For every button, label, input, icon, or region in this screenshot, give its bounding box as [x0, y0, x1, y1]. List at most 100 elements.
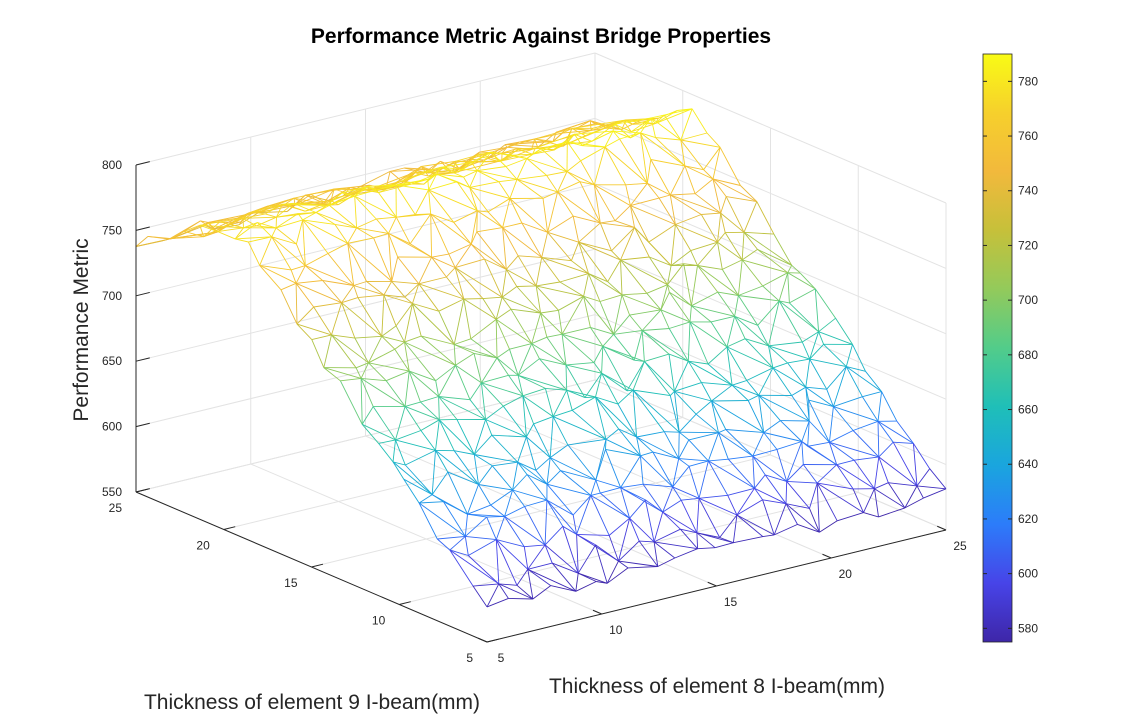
mesh-edge — [512, 462, 519, 491]
mesh-edge — [524, 499, 548, 507]
mesh-edge — [595, 544, 619, 562]
mesh-edge — [565, 364, 568, 391]
mesh-edge — [602, 346, 628, 392]
mesh-edge — [679, 431, 719, 434]
mesh-edge — [754, 474, 766, 489]
mesh-edge — [923, 488, 947, 499]
mesh-edge — [787, 362, 807, 388]
colorbar-tick-label: 700 — [1018, 293, 1038, 307]
mesh-edge — [498, 583, 518, 586]
colorbar-tick-label: 660 — [1018, 403, 1038, 417]
mesh-edge — [673, 391, 680, 433]
mesh-edge — [787, 358, 810, 364]
mesh-edge — [621, 292, 647, 296]
mesh-edge — [404, 341, 456, 366]
mesh-edge — [678, 458, 690, 467]
mesh-edge — [470, 338, 498, 359]
mesh-edge — [408, 370, 439, 397]
mesh-edge — [575, 573, 579, 592]
mesh-edge — [672, 458, 680, 487]
mesh-edge — [540, 309, 559, 314]
mesh-edge — [498, 154, 513, 162]
mesh-edge — [572, 495, 592, 516]
mesh-edge — [662, 511, 681, 530]
mesh-edge — [562, 525, 577, 535]
mesh-edge — [453, 298, 465, 345]
mesh-edge — [710, 315, 735, 323]
mesh-edge — [757, 300, 780, 326]
mesh-edge — [354, 189, 377, 197]
mesh-edge — [574, 130, 614, 135]
mesh-edge — [809, 482, 818, 509]
mesh-edge — [481, 382, 524, 397]
mesh-edge — [502, 222, 523, 229]
z-tick-mark — [135, 161, 150, 166]
mesh-edge — [454, 243, 472, 268]
mesh-edge — [648, 224, 676, 243]
mesh-edge — [560, 470, 592, 496]
mesh-edge — [874, 456, 880, 489]
mesh-edge — [547, 215, 574, 233]
mesh-edge — [498, 583, 509, 599]
mesh-edge — [590, 479, 597, 496]
mesh-edge — [313, 302, 342, 308]
mesh-edge — [311, 339, 325, 368]
mesh-edge — [720, 212, 726, 233]
mesh-edge — [331, 334, 369, 364]
mesh-edge — [600, 222, 635, 228]
mesh-edge — [531, 336, 548, 345]
mesh-edge — [469, 181, 499, 188]
mesh-edge — [297, 213, 304, 221]
mesh-edge — [501, 286, 518, 298]
mesh-edge — [340, 377, 362, 382]
mesh-edge — [878, 441, 894, 458]
mesh-edge — [378, 443, 394, 463]
mesh-edge — [455, 365, 471, 400]
mesh-edge — [526, 158, 568, 172]
colorbar-tick-label: 580 — [1018, 621, 1038, 635]
mesh-edge — [293, 202, 327, 206]
mesh-edge — [395, 303, 413, 327]
mesh-edge — [712, 178, 741, 186]
mesh-edge — [768, 341, 803, 347]
mesh-edge — [754, 488, 763, 501]
mesh-edge — [368, 348, 396, 364]
mesh-edge — [487, 211, 503, 228]
mesh-edge — [738, 295, 759, 326]
mesh-edge — [470, 231, 478, 245]
mesh-edge — [698, 497, 738, 516]
mesh-edge — [470, 243, 485, 260]
mesh-edge — [678, 458, 709, 462]
mesh-edge — [401, 180, 412, 185]
mesh-edge — [852, 430, 880, 458]
mesh-edge — [430, 213, 472, 245]
mesh-edge — [298, 212, 317, 215]
mesh-edge — [670, 193, 696, 196]
mesh-edge — [684, 165, 714, 180]
mesh-edge — [602, 345, 645, 362]
grid-line — [135, 379, 596, 493]
mesh-edge — [243, 222, 258, 229]
mesh-edge — [653, 528, 681, 543]
mesh-edge — [893, 441, 914, 444]
mesh-edge — [787, 265, 793, 273]
mesh-edge — [403, 478, 433, 495]
mesh-edge — [768, 300, 780, 346]
mesh-edge — [779, 300, 790, 304]
z-tick-mark — [135, 226, 150, 231]
mesh-edge — [544, 544, 579, 574]
mesh-edge — [717, 232, 726, 243]
mesh-edge — [438, 396, 440, 420]
mesh-edge — [694, 193, 721, 214]
mesh-edge — [640, 117, 652, 134]
mesh-edge — [392, 439, 396, 462]
mesh-edge — [526, 474, 548, 501]
mesh-edge — [802, 331, 819, 343]
mesh-edge — [473, 434, 493, 455]
mesh-edge — [874, 482, 889, 490]
mesh-edge — [428, 173, 438, 191]
mesh-edge — [474, 454, 518, 463]
x-axis-label: Thickness of element 8 I-beam(mm) — [549, 675, 885, 698]
mesh-edge — [565, 140, 592, 145]
mesh-edge — [467, 484, 479, 515]
